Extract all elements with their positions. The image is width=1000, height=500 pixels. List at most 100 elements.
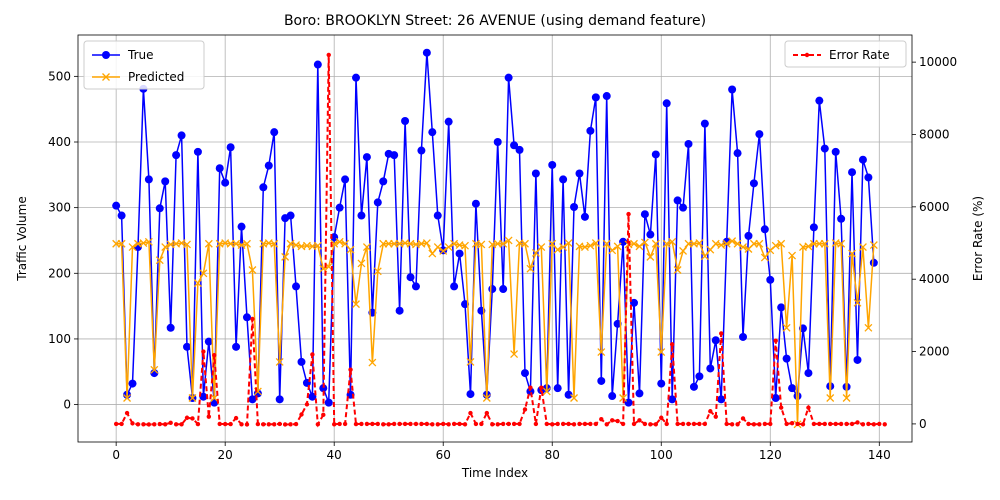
series-true-point [379,177,388,186]
series-predicted-point [597,348,606,357]
series-predicted-marker-stroke [297,242,306,251]
series-predicted-marker-stroke [362,243,371,251]
series-predicted-point [559,243,568,251]
series-error-point [708,409,713,414]
legend-true-label: True [127,48,154,62]
series-predicted-marker-stroke [580,243,589,251]
series-error-point [642,421,648,427]
series-error-point [822,421,827,427]
series-error-point [490,422,495,427]
series-predicted-point [651,239,660,248]
series-predicted-point [608,246,617,255]
series-predicted-marker-stroke [602,239,611,248]
series-predicted-marker-stroke [510,350,519,358]
series-error-point [588,421,593,427]
series-predicted-point [722,239,731,248]
x-tick-label: 140 [868,448,891,462]
series-error-point [571,422,577,427]
series-predicted-marker-stroke [128,243,137,251]
series-true-point [444,117,453,126]
series-predicted-point [542,387,551,396]
series-predicted-point [782,323,791,332]
series-predicted-point [728,237,737,246]
series-predicted-marker-stroke [842,394,851,402]
x-tick-label: 120 [759,448,782,462]
series-true-point [275,395,284,404]
series-predicted-marker-stroke [804,242,813,251]
series-predicted-marker-stroke [166,240,175,249]
series-true-point [166,323,175,332]
legend-predicted-label: Predicted [128,70,184,84]
series-predicted-marker-stroke [161,243,170,251]
series-predicted-marker-stroke [313,241,322,250]
series-true-point [357,211,366,220]
series-predicted-point [848,249,856,258]
y-left-tick-label: 100 [48,332,71,346]
series-true-point [782,354,791,363]
series-error-point [675,421,680,427]
series-predicted-point [357,259,366,268]
series-true-point [580,212,589,221]
series-error-point [533,421,539,427]
series-true-point [531,169,540,178]
series-error-point [653,422,659,427]
series-error-point [844,421,849,427]
series-true-point [155,204,164,213]
series-predicted-marker-stroke [548,239,557,248]
series-error-point [304,402,310,407]
series-error-point [430,422,435,427]
series-error-point [784,421,789,427]
series-predicted-marker-stroke [422,239,431,248]
series-predicted-point [444,243,453,251]
y-right-tick-label: 2000 [919,345,950,359]
series-true-point [793,392,802,401]
series-true-point [248,395,257,404]
series-predicted-marker-stroke [673,266,682,274]
series-true-point [515,145,524,154]
series-error-point [141,422,146,427]
series-true-point [504,73,513,82]
series-predicted-point [570,394,578,402]
series-true-point [319,384,328,393]
series-error-point [179,422,184,427]
series-predicted-marker-stroke [771,241,780,250]
series-predicted-marker-stroke [237,241,246,250]
legend-left: True Predicted [83,40,205,90]
series-error-point [849,421,855,427]
series-true-point [760,225,769,234]
series-predicted-point [695,239,704,248]
series-predicted-point [466,357,475,366]
series-predicted-point [837,239,846,248]
series-true-point [313,60,322,69]
x-tick-label: 60 [436,448,451,462]
series-error-point [424,421,430,427]
series-error-point [871,422,877,427]
series-predicted-point [673,266,682,274]
series-true-point [657,379,666,388]
series-true-point [395,306,404,315]
series-predicted-point [161,243,170,251]
series-true-point [700,119,709,128]
series-true-point [161,177,170,186]
series-error-point [315,422,321,427]
series-error-point [604,422,609,427]
x-tick-label: 80 [545,448,560,462]
y-left-tick-label: 400 [48,135,71,149]
series-predicted-point [668,237,677,246]
series-predicted-marker-stroke [172,239,181,248]
series-predicted-marker-stroke [324,262,333,271]
y-left-tick-label: 0 [63,398,71,412]
series-true-point [526,387,535,396]
series-true-point [575,169,584,178]
series-predicted-point [433,243,442,251]
series-error-point [468,410,473,416]
series-error-point [664,421,669,427]
series-predicted-marker-stroke [395,239,404,248]
series-error-point [882,422,887,427]
series-true-point [308,392,317,401]
series-error-point [620,421,626,427]
y-right-tick-label: 4000 [919,272,950,286]
y-right-tick-label: 10000 [919,55,957,69]
series-predicted-marker-stroke [651,239,660,248]
series-true-point [646,230,655,239]
